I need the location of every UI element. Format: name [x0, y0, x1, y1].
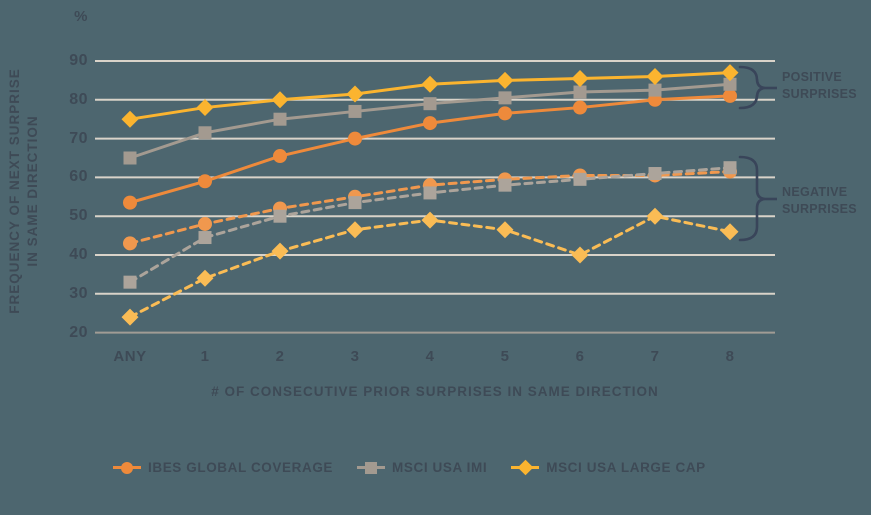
annotation-negative-line-2: SURPRISES — [782, 201, 857, 216]
data-point-msci-usa-imi-solid — [123, 151, 137, 165]
data-point-msci-usa-large-cap-solid — [271, 91, 289, 109]
data-point-msci-usa-large-cap-solid — [646, 68, 664, 86]
data-point-ibes-global-coverage-solid — [273, 149, 287, 164]
data-point-msci-usa-large-cap-dashed — [721, 223, 739, 241]
y-axis-title: FREQUENCY OF NEXT SURPRISE IN SAME DIREC… — [6, 50, 44, 332]
y-tick-label: 80 — [69, 90, 88, 108]
y-tick-label: 20 — [69, 323, 88, 341]
data-point-ibes-global-coverage-solid — [573, 100, 587, 115]
data-point-ibes-global-coverage-solid — [198, 174, 212, 189]
data-point-msci-usa-imi-solid — [573, 85, 587, 99]
data-point-msci-usa-imi-solid — [648, 83, 662, 97]
data-point-ibes-global-coverage-solid — [348, 131, 362, 146]
legend-item-msci-usa-large-cap: MSCI USA LARGE CAP — [511, 459, 706, 476]
y-tick-label: 60 — [69, 168, 88, 186]
annotation-positive-line-2: SURPRISES — [782, 86, 857, 101]
annotation-negative-line-1: NEGATIVE — [782, 185, 848, 199]
y-tick-label: 30 — [69, 284, 88, 302]
brace-negative-surprises — [738, 155, 767, 242]
annotation-positive-line-1: POSITIVE — [782, 70, 843, 84]
legend-label: MSCI USA LARGE CAP — [546, 460, 706, 475]
legend-item-ibes-global-coverage: IBES GLOBAL COVERAGE — [113, 459, 333, 476]
x-tick-label: 6 — [575, 348, 585, 365]
data-point-msci-usa-large-cap-dashed — [271, 242, 289, 260]
x-tick-label: 8 — [725, 348, 735, 365]
data-point-msci-usa-large-cap-dashed — [646, 207, 664, 225]
data-point-msci-usa-imi-dashed — [723, 161, 737, 175]
legend-label: MSCI USA IMI — [392, 460, 488, 475]
x-tick-label: 7 — [650, 348, 660, 365]
data-point-ibes-global-coverage-dashed — [198, 216, 212, 231]
y-tick-label: 90 — [69, 52, 88, 69]
x-tick-label: 2 — [275, 348, 285, 365]
data-point-msci-usa-large-cap-solid — [421, 75, 439, 93]
data-point-msci-usa-imi-dashed — [423, 186, 437, 200]
y-tick-label: 70 — [69, 129, 88, 147]
data-point-msci-usa-large-cap-dashed — [196, 269, 214, 287]
x-tick-label: 5 — [500, 348, 510, 365]
x-tick-label: 3 — [350, 348, 360, 365]
data-point-msci-usa-imi-dashed — [273, 209, 287, 223]
x-tick-label: 4 — [425, 348, 435, 365]
legend-label: IBES GLOBAL COVERAGE — [148, 460, 334, 475]
data-point-msci-usa-large-cap-dashed — [571, 246, 589, 264]
legend-marker-diamond-icon — [511, 459, 540, 476]
data-point-msci-usa-imi-dashed — [498, 178, 512, 192]
data-point-msci-usa-imi-dashed — [648, 167, 662, 181]
x-tick-label: 1 — [200, 348, 210, 365]
brace-positive-surprises — [738, 65, 767, 110]
data-point-msci-usa-large-cap-dashed — [496, 221, 514, 239]
data-point-msci-usa-large-cap-dashed — [346, 221, 364, 239]
data-point-msci-usa-large-cap-solid — [196, 99, 214, 117]
annotation-negative-surprises: NEGATIVE SURPRISES — [782, 184, 870, 217]
legend-item-msci-usa-imi: MSCI USA IMI — [357, 459, 487, 476]
data-point-msci-usa-large-cap-solid — [496, 71, 514, 89]
x-tick-label: ANY — [113, 348, 147, 365]
data-point-msci-usa-large-cap-dashed — [421, 211, 439, 229]
x-axis-title: # OF CONSECUTIVE PRIOR SURPRISES IN SAME… — [211, 384, 659, 399]
data-point-msci-usa-imi-solid — [723, 77, 737, 91]
data-point-msci-usa-imi-dashed — [123, 275, 137, 289]
data-point-msci-usa-imi-solid — [423, 97, 437, 111]
data-point-ibes-global-coverage-solid — [498, 106, 512, 121]
legend: IBES GLOBAL COVERAGE MSCI USA IMI MSCI U… — [113, 459, 706, 476]
data-point-msci-usa-large-cap-solid — [721, 64, 739, 82]
legend-marker-square-icon — [357, 459, 386, 476]
data-point-ibes-global-coverage-solid — [423, 116, 437, 131]
y-axis-title-line-1: FREQUENCY OF NEXT SURPRISE — [7, 68, 22, 314]
legend-marker-circle-icon — [113, 459, 141, 476]
data-point-msci-usa-imi-dashed — [348, 196, 362, 210]
data-point-msci-usa-large-cap-solid — [121, 110, 139, 128]
data-point-msci-usa-large-cap-solid — [571, 69, 589, 87]
data-point-ibes-global-coverage-dashed — [123, 236, 137, 251]
y-axis-title-line-2: IN SAME DIRECTION — [25, 115, 40, 267]
data-point-msci-usa-large-cap-solid — [346, 85, 364, 103]
data-point-msci-usa-imi-solid — [273, 112, 287, 126]
data-point-ibes-global-coverage-solid — [123, 195, 137, 210]
data-point-msci-usa-large-cap-dashed — [121, 308, 139, 326]
y-axis-unit-label: % — [74, 8, 88, 25]
data-point-msci-usa-imi-dashed — [573, 172, 587, 186]
y-tick-label: 40 — [69, 246, 88, 263]
data-point-msci-usa-imi-solid — [198, 126, 212, 140]
annotation-positive-surprises: POSITIVE SURPRISES — [782, 69, 870, 102]
data-point-ibes-global-coverage-solid — [723, 88, 737, 103]
y-tick-label: 50 — [69, 207, 88, 225]
data-point-msci-usa-imi-solid — [348, 104, 362, 118]
data-point-msci-usa-imi-dashed — [198, 231, 212, 245]
data-point-msci-usa-imi-solid — [498, 91, 512, 105]
series-line-msci-usa-large-cap-dashed — [128, 214, 732, 319]
